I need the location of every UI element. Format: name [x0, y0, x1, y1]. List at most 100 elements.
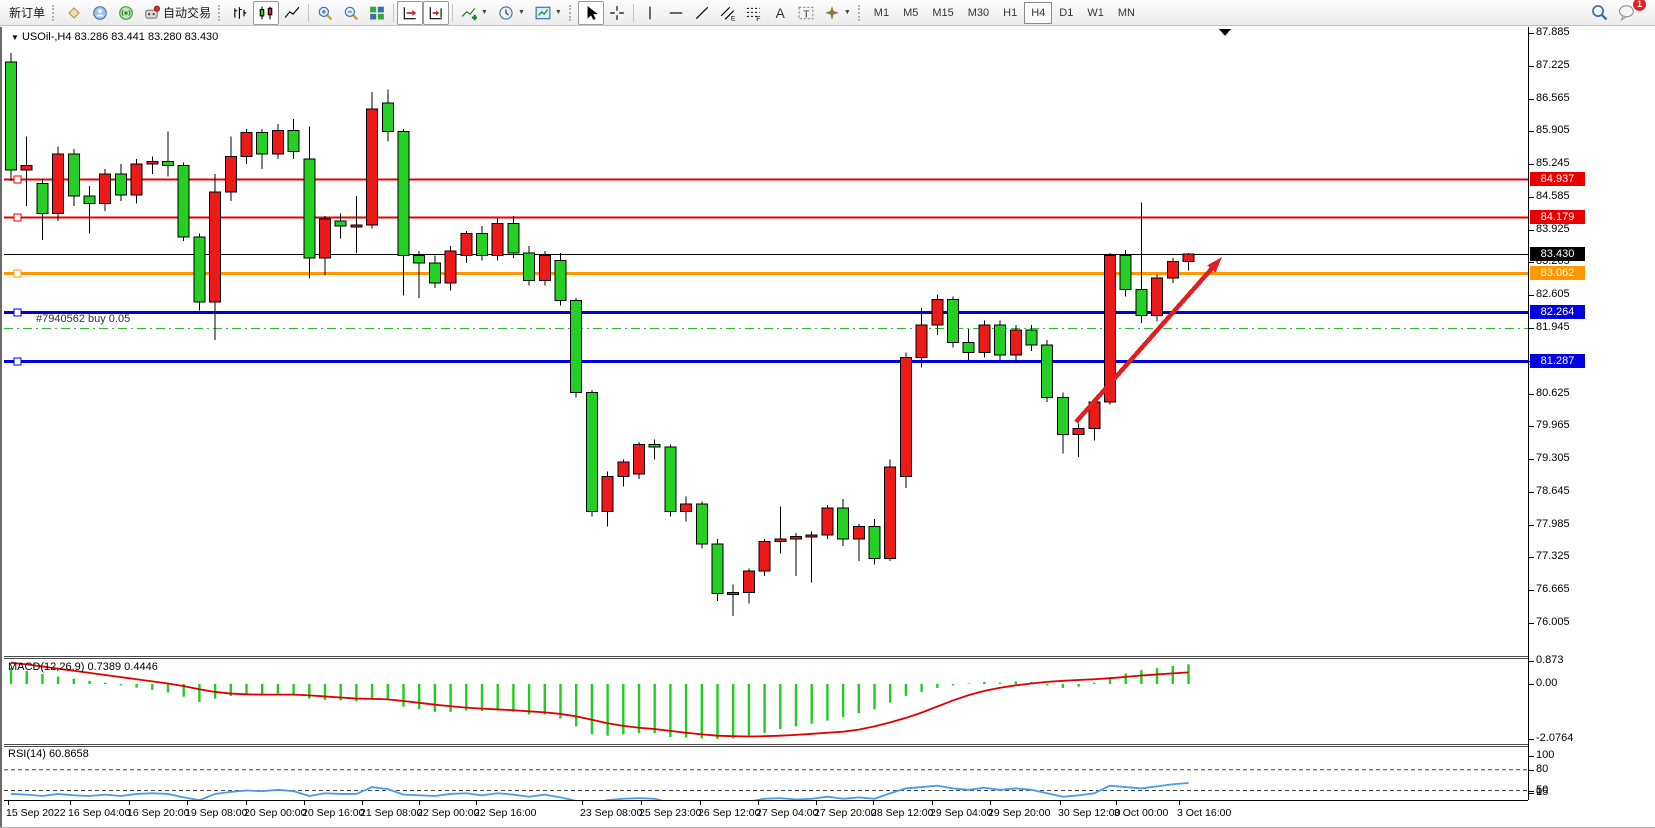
time-label: 27 Sep 04:00	[756, 807, 819, 819]
price-tick	[1529, 66, 1534, 67]
chat-button[interactable]: 1	[1613, 0, 1647, 25]
toolbar-separator	[308, 3, 310, 22]
zoom-in-button[interactable]	[312, 1, 338, 25]
time-label: 28 Sep 12:00	[871, 807, 934, 819]
timeframe-mn[interactable]: MN	[1117, 6, 1135, 19]
auto-scroll-button[interactable]	[397, 0, 424, 25]
time-tick	[758, 801, 759, 805]
time-label: 3 Oct 16:00	[1177, 807, 1232, 819]
horizontal-line-button[interactable]	[663, 1, 689, 25]
candle	[413, 250, 426, 298]
text-label-button[interactable]: T	[793, 1, 819, 25]
macd-axis-tick	[1529, 684, 1534, 685]
zoom-out-button[interactable]	[338, 1, 364, 25]
candle	[240, 129, 253, 164]
community-button[interactable]	[87, 1, 113, 25]
line-handle	[13, 308, 22, 317]
line-handle	[13, 269, 22, 278]
signals-icon	[118, 5, 134, 21]
time-label: 16 Sep 20:00	[127, 807, 190, 819]
timeframe-m15[interactable]: M15	[932, 6, 954, 19]
toolbar-grip	[218, 4, 223, 21]
autotrading-button[interactable]: 自动交易	[139, 1, 216, 25]
svg-text:F: F	[756, 15, 760, 20]
candle	[695, 501, 708, 549]
candle	[67, 148, 80, 207]
macd-axis-label: 0.00	[1536, 677, 1558, 689]
metaeditor-button[interactable]	[61, 1, 87, 25]
periods-button[interactable]: ▼	[493, 1, 530, 25]
price-tag-83.430: 83.430	[1530, 247, 1585, 261]
candle	[5, 53, 17, 182]
arrows-button[interactable]: ▼	[819, 1, 856, 25]
time-tick	[700, 801, 701, 805]
timeframe-d1[interactable]: D1	[1059, 6, 1074, 19]
macd-panel[interactable]: MACD(12,26,9) 0.7389 0.4446	[4, 659, 1528, 744]
time-label: 20 Sep 16:00	[302, 807, 365, 819]
candle	[36, 178, 49, 240]
candle	[381, 89, 394, 142]
panel-splitter[interactable]	[4, 744, 1528, 747]
timeframe-row: M1 M5 M15 M30 H1 H4 D1 W1 MN	[867, 1, 1142, 24]
price-label: 76.665	[1536, 583, 1570, 595]
main-chart[interactable]: ▼ USOil-,H4 83.286 83.441 83.280 83.430 …	[4, 27, 1528, 630]
signals-button[interactable]	[113, 1, 139, 25]
candle	[256, 129, 269, 169]
rsi-axis-tick	[1529, 756, 1534, 757]
candle	[303, 126, 316, 279]
candle	[130, 158, 143, 204]
line-chart-button[interactable]	[279, 1, 305, 25]
price-tick	[1529, 131, 1534, 132]
price-tick	[1529, 557, 1534, 558]
time-label: 21 Sep 08:00	[360, 807, 423, 819]
timeframe-m30[interactable]: M30	[967, 6, 990, 19]
price-tick	[1529, 394, 1534, 395]
crosshair-button[interactable]	[604, 1, 630, 25]
trendline-button[interactable]	[689, 1, 715, 25]
bar-chart-button[interactable]	[227, 1, 253, 25]
cursor-button[interactable]	[577, 0, 604, 25]
timeframe-h4[interactable]: H4	[1024, 1, 1053, 24]
chat-icon	[1618, 4, 1636, 21]
timeframe-m5[interactable]: M5	[903, 6, 919, 19]
fibonacci-icon: F	[746, 5, 762, 21]
time-tick	[816, 801, 817, 805]
candle	[350, 196, 363, 254]
candle	[884, 459, 897, 562]
cursor-icon	[583, 5, 599, 21]
candle	[742, 568, 755, 604]
toolbar-separator	[393, 3, 395, 22]
collapse-triangle-icon[interactable]: ▼	[11, 33, 19, 42]
candle	[978, 320, 991, 358]
candle	[1072, 423, 1085, 457]
time-label: 29 Sep 04:00	[930, 807, 993, 819]
time-axis[interactable]: 15 Sep 2022 16 Sep 04:00 16 Sep 20:00 19 Se…	[4, 800, 1528, 827]
vertical-line-button[interactable]	[637, 1, 663, 25]
search-button[interactable]	[1586, 1, 1613, 25]
price-axis[interactable]: 87.885 87.225 86.565 85.905 85.245 84.585 83.9…	[1528, 26, 1655, 800]
timeframe-h1[interactable]: H1	[1003, 6, 1018, 19]
channel-button[interactable]: E	[715, 1, 741, 25]
candle	[162, 131, 174, 177]
new-order-button[interactable]: 新订单	[4, 1, 50, 25]
chart-window: ▼ USOil-,H4 83.286 83.441 83.280 83.430 …	[0, 26, 1655, 827]
candlestick-chart-button[interactable]	[253, 0, 280, 25]
candle	[711, 538, 724, 601]
text-button[interactable]: A	[767, 1, 793, 25]
time-tick	[641, 801, 642, 805]
panel-splitter[interactable]	[4, 656, 1528, 659]
fibonacci-button[interactable]: F	[741, 1, 767, 25]
candle	[601, 471, 614, 527]
price-label: 82.605	[1536, 288, 1570, 300]
indicators-button[interactable]: ▼	[456, 1, 493, 25]
chart-shift-button[interactable]	[423, 0, 450, 25]
timeframe-w1[interactable]: W1	[1087, 6, 1104, 19]
price-label: 87.885	[1536, 26, 1570, 38]
price-tick	[1529, 262, 1534, 263]
new-order-label: 新订单	[9, 6, 46, 20]
timeframe-m1[interactable]: M1	[873, 6, 890, 19]
price-tick	[1529, 295, 1534, 296]
templates-button[interactable]: ▼	[530, 1, 567, 25]
tile-windows-button[interactable]	[364, 1, 390, 25]
candle	[680, 496, 693, 522]
